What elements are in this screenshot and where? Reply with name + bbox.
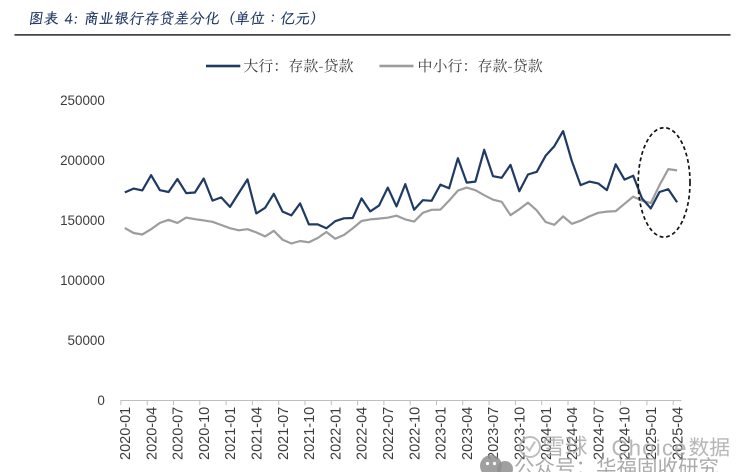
svg-text:2022-01: 2022-01 [328, 407, 344, 460]
svg-text:250000: 250000 [60, 93, 105, 108]
svg-text:2021-10: 2021-10 [302, 407, 318, 460]
svg-text:2022-07: 2022-07 [381, 407, 397, 460]
svg-text:2024-01: 2024-01 [539, 407, 555, 460]
svg-text:2025-04: 2025-04 [670, 407, 686, 460]
svg-text:150000: 150000 [60, 213, 105, 228]
svg-text:2020-07: 2020-07 [171, 407, 187, 460]
svg-text:2023-10: 2023-10 [513, 407, 529, 460]
svg-text:2023-01: 2023-01 [434, 407, 450, 460]
svg-text:2021-01: 2021-01 [223, 407, 239, 460]
svg-text:2023-04: 2023-04 [460, 407, 476, 460]
svg-text:2022-04: 2022-04 [355, 407, 371, 460]
svg-text:2025-01: 2025-01 [644, 407, 660, 460]
svg-text:2020-01: 2020-01 [118, 407, 134, 460]
svg-text:2021-04: 2021-04 [250, 407, 266, 460]
svg-text:2024-07: 2024-07 [591, 407, 607, 460]
svg-text:2022-10: 2022-10 [407, 407, 423, 460]
svg-text:2024-10: 2024-10 [618, 407, 634, 460]
svg-text:100000: 100000 [60, 273, 105, 288]
svg-text:2020-10: 2020-10 [197, 407, 213, 460]
svg-text:Choice: Choice [612, 436, 688, 461]
svg-text:2020-04: 2020-04 [144, 407, 160, 460]
svg-text:2021-07: 2021-07 [276, 407, 292, 460]
svg-text:2023-07: 2023-07 [486, 407, 502, 460]
svg-text:0: 0 [97, 393, 104, 408]
svg-text:200000: 200000 [60, 153, 105, 168]
svg-text:50000: 50000 [68, 333, 105, 348]
